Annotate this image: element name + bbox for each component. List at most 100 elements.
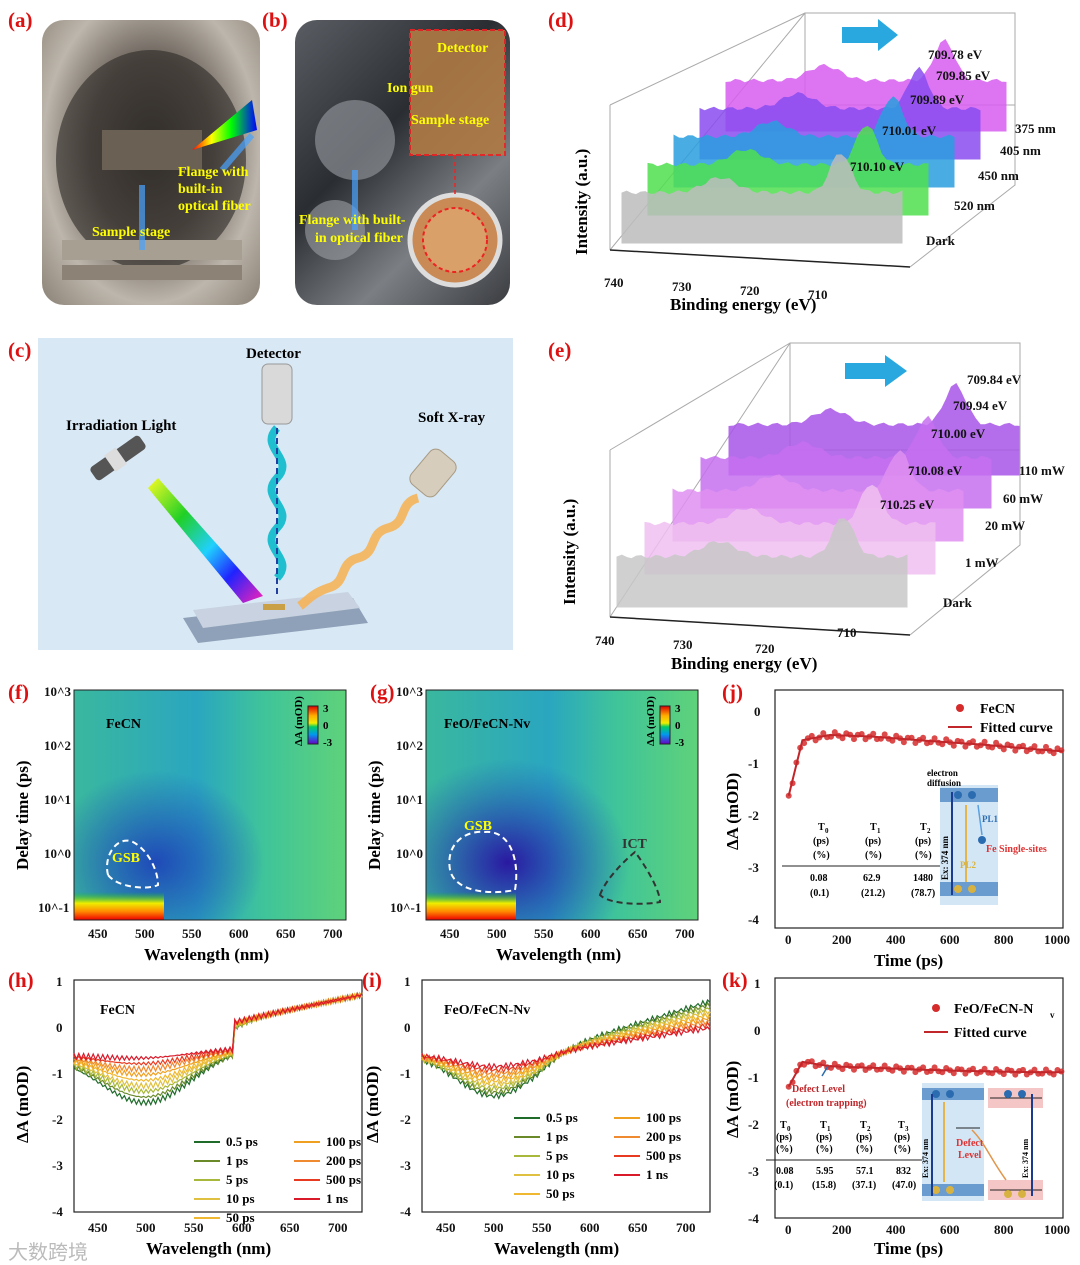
j-marks-point-69	[1050, 750, 1057, 757]
label-a: (a)	[8, 8, 33, 32]
j-marks-fit-line	[787, 733, 1064, 797]
f-ytick-1: 10^2	[44, 738, 71, 753]
k-ylabel: ΔA (mOD)	[723, 1061, 742, 1138]
g-title: FeO/FeCN-Nv	[444, 717, 530, 732]
h-legend-item-5: 100 ps	[326, 1134, 361, 1149]
j-xtick-0: 0	[785, 932, 792, 947]
f-ytick-0: 10^3	[44, 684, 72, 699]
k-th3: T	[898, 1120, 905, 1131]
label-c: (c)	[8, 338, 32, 362]
e-peak-2: 710.00 eV	[931, 426, 986, 441]
f-title: FeCN	[106, 717, 141, 732]
h-xtick-0: 450	[88, 1220, 108, 1235]
e-xtick-740: 740	[595, 633, 615, 648]
i-lines-series-8	[421, 1025, 711, 1071]
d-xlabel: Binding energy (eV)	[670, 295, 816, 314]
k-marks-point-59	[1012, 1071, 1019, 1078]
annot-flange-b2: in optical fiber	[315, 231, 403, 246]
k-u0: (ps)	[776, 1132, 792, 1143]
j-legend-fit: Fitted curve	[980, 721, 1053, 736]
label-d: (d)	[548, 8, 574, 32]
k-marks-point-51	[981, 1065, 988, 1072]
d-peak-1: 710.01 eV	[882, 123, 937, 138]
h-legend-item-1: 1 ps	[226, 1153, 248, 1168]
i-legend-item-0: 0.5 ps	[546, 1110, 578, 1125]
j-val-1: 62.9	[863, 873, 881, 884]
photo-chamber-a: Flange with built-in optical fiber Sampl…	[42, 20, 260, 305]
i-legend-item-8: 1 ns	[646, 1167, 668, 1182]
j-energy-diagram: electron diffusion PL1 PL2 Fe Single-sit…	[927, 768, 1047, 905]
k-level: Defect	[956, 1138, 984, 1149]
j-legend-series: FeCN	[980, 702, 1015, 717]
j-marks-point-67	[1043, 743, 1049, 750]
j-legend-dot	[956, 704, 964, 712]
g-ict: ICT	[622, 837, 648, 852]
h-xlabel: Wavelength (nm)	[146, 1239, 271, 1258]
annot-stage-a: Sample stage	[92, 225, 170, 240]
k-marks-point-30	[900, 1068, 907, 1075]
f-ylabel: Delay time (ps)	[13, 760, 32, 870]
j-marks-point-48	[970, 738, 976, 745]
f-cbar-label: ΔA (mOD)	[293, 696, 305, 746]
i-ylabel: ΔA (mOD)	[363, 1066, 382, 1143]
label-g: (g)	[370, 680, 395, 704]
j-xtick-2: 400	[886, 932, 906, 947]
f-xtick-5: 700	[323, 926, 343, 941]
k-ytick-2: -1	[748, 1070, 759, 1085]
h-lines-series-8	[73, 993, 363, 1062]
j-diff2: diffusion	[927, 778, 961, 788]
f-ytick-3: 10^0	[44, 846, 71, 861]
i-ytick-5: -4	[400, 1204, 411, 1219]
j-ylabel: ΔA (mOD)	[723, 773, 742, 850]
label-j: (j)	[722, 680, 743, 704]
k-val-3: 832	[896, 1166, 911, 1177]
k-marks-point-64	[1031, 1066, 1038, 1073]
annot-flange-a: Flange with	[178, 165, 249, 180]
j-marks-point-22	[870, 730, 877, 737]
e-peak-0: 710.25 eV	[880, 497, 935, 512]
j-p2: (%)	[915, 850, 932, 861]
schematic-c: Detector Irradiation Light Soft X-ray	[38, 338, 513, 650]
h-xtick-4: 650	[280, 1220, 300, 1235]
label-i: (i)	[362, 968, 382, 992]
h-xtick-2: 550	[184, 1220, 204, 1235]
j-marks-point-56	[1000, 746, 1007, 753]
ta-spectra-fecn: FeCN 0.5 ps 1 ps 5 ps 10 ps 50 ps 100 ps 200 p…	[13, 974, 363, 1258]
j-p0: (%)	[813, 850, 830, 861]
i-ytick-0: 1	[404, 974, 411, 989]
g-ytick-1: 10^2	[396, 738, 423, 753]
i-legend-item-3: 10 ps	[546, 1167, 575, 1182]
e-series-20: 20 mW	[985, 518, 1025, 533]
e-xtick-710: 710	[837, 625, 857, 640]
k-legend-fit: Fitted curve	[954, 1026, 1027, 1041]
c-detector-label: Detector	[246, 346, 301, 362]
d-series-dark: Dark	[926, 233, 956, 248]
i-legend-item-5: 100 ps	[646, 1110, 681, 1125]
d-xtick-710: 710	[808, 287, 828, 302]
g-ylabel: Delay time (ps)	[365, 760, 384, 870]
g-gsb: GSB	[464, 819, 492, 834]
h-title: FeCN	[100, 1003, 135, 1018]
h-legend-item-6: 200 ps	[326, 1153, 361, 1168]
c-irradiation-label: Irradiation Light	[66, 418, 176, 434]
annot-flange-b: Flange with built-	[299, 213, 406, 228]
k-ytick-1: 0	[754, 1023, 761, 1038]
j-th1s: 1	[877, 827, 881, 835]
j-xtick-5: 1000	[1044, 932, 1070, 947]
d-peak-4: 709.78 eV	[928, 47, 983, 62]
h-legend-item-0: 0.5 ps	[226, 1134, 258, 1149]
k-xtick-1: 200	[832, 1222, 852, 1237]
d-series-450: 450 nm	[978, 168, 1019, 183]
j-pct-2: (78.7)	[911, 888, 935, 899]
k-ytick-4: -3	[748, 1164, 759, 1179]
i-ytick-1: 0	[404, 1020, 411, 1035]
j-ytick-4: -4	[748, 912, 759, 927]
i-lines-series-3	[421, 1008, 711, 1089]
g-xtick-1: 500	[487, 926, 507, 941]
j-p1: (%)	[865, 850, 882, 861]
f-cbar--3: -3	[323, 737, 333, 749]
k-trap: (electron trapping)	[786, 1098, 867, 1109]
j-xtick-1: 200	[832, 932, 852, 947]
k-legend-series: FeO/FeCN-N	[954, 1002, 1033, 1017]
